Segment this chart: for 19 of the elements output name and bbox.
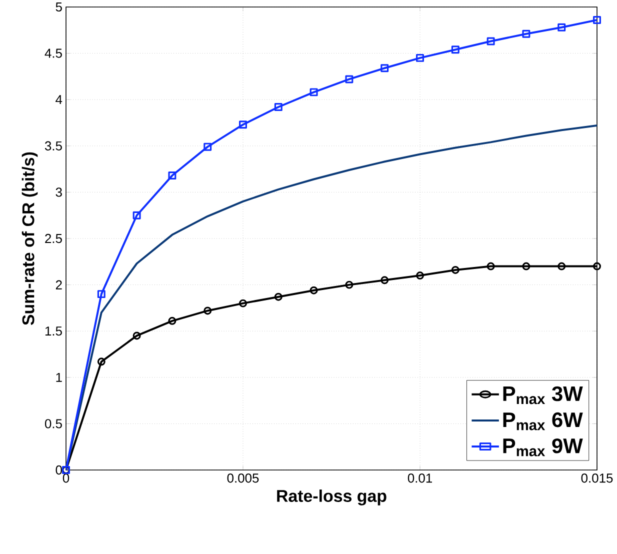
y-tick-label: 4.5 xyxy=(44,48,62,58)
y-tick-label: 2 xyxy=(56,280,62,290)
legend-label: P$_{max}$ 9W xyxy=(503,438,583,456)
x-axis-title: Rate-loss gap xyxy=(277,490,386,506)
y-tick-label: 3.5 xyxy=(44,141,62,150)
y-tick-label: 1 xyxy=(56,372,62,382)
legend-label: P$_{max}$ 3W xyxy=(503,386,583,404)
y-tick-label: 0 xyxy=(56,465,62,475)
y-tick-label: 1.5 xyxy=(45,326,62,336)
y-tick-label: 3 xyxy=(56,188,62,197)
legend-label: P$_{max}$ 6W xyxy=(503,412,583,430)
y-tick-label: 4 xyxy=(56,95,62,104)
x-tick-label: 0.01 xyxy=(408,474,432,483)
y-tick-label: 5 xyxy=(56,2,62,12)
y-axis-title: Sum-rate of CR (bit/s) xyxy=(22,152,38,326)
y-tick-label: 2.5 xyxy=(45,234,62,244)
x-tick-label: 0.015 xyxy=(581,474,613,483)
x-tick-label: 0.005 xyxy=(227,474,259,483)
y-tick-label: 0.5 xyxy=(44,419,62,428)
